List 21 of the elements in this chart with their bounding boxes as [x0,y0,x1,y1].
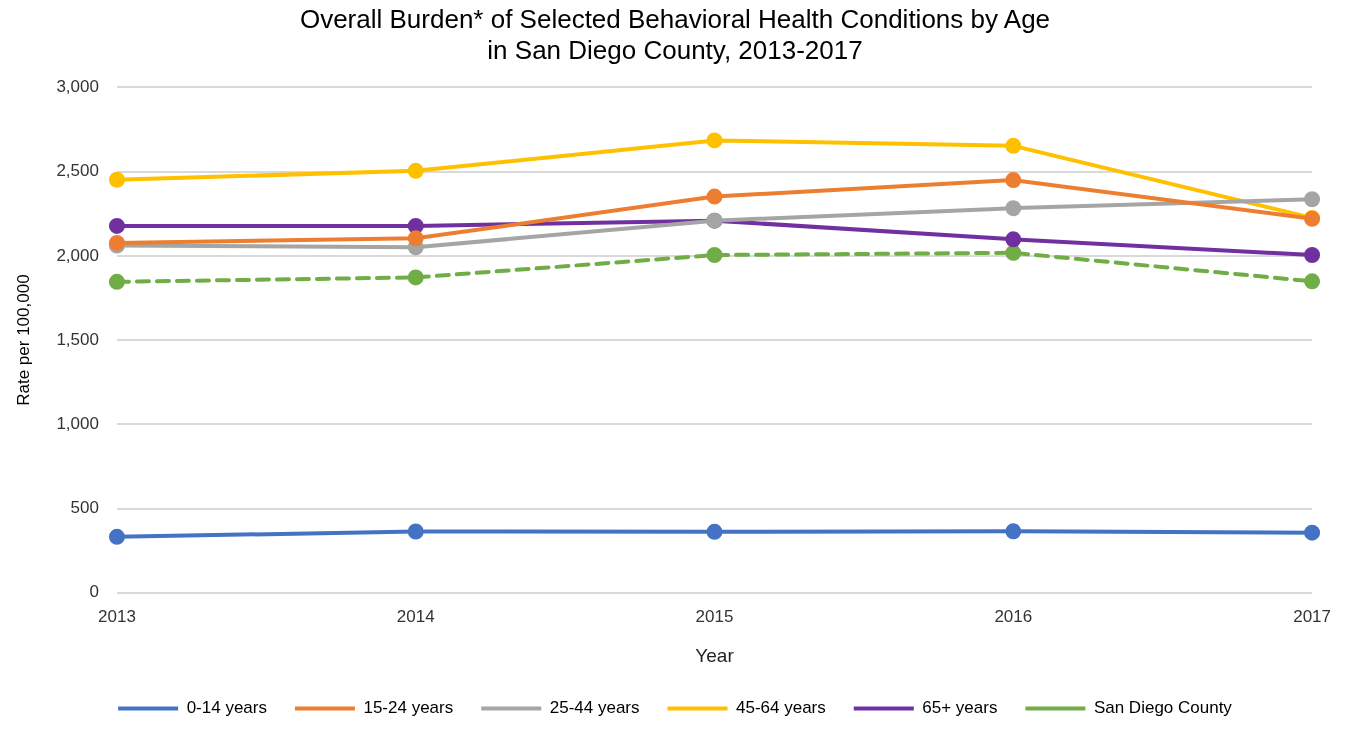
y-axis-title: Rate per 100,000 [13,274,33,406]
x-tick-label: 2015 [695,606,734,626]
legend-label: San Diego County [1093,698,1233,718]
y-tick-label: 1,000 [56,414,99,434]
chart-title: Overall Burden* of Selected Behavioral Health Conditions by Age in San Diego County, 2013-2017 [299,3,1051,65]
legend-label: 45-64 years [735,698,826,718]
x-tick-label: 2016 [994,606,1033,626]
x-tick-label: 2013 [98,606,136,626]
y-tick-label: 0 [89,582,99,602]
x-axis-title: Year [695,644,735,666]
legend-label: 65+ years [922,698,998,718]
legend-label: 25-44 years [549,698,640,718]
y-tick-label: 1,500 [56,329,99,349]
y-tick-label: 2,000 [56,245,99,265]
y-tick-label: 500 [70,498,99,518]
x-tick-label: 2017 [1293,606,1331,626]
legend-label: 15-24 years [363,698,454,718]
y-tick-label: 3,000 [56,77,99,97]
y-tick-label: 2,500 [56,161,99,181]
legend-label: 0-14 years [186,698,267,718]
x-tick-label: 2014 [396,606,435,626]
